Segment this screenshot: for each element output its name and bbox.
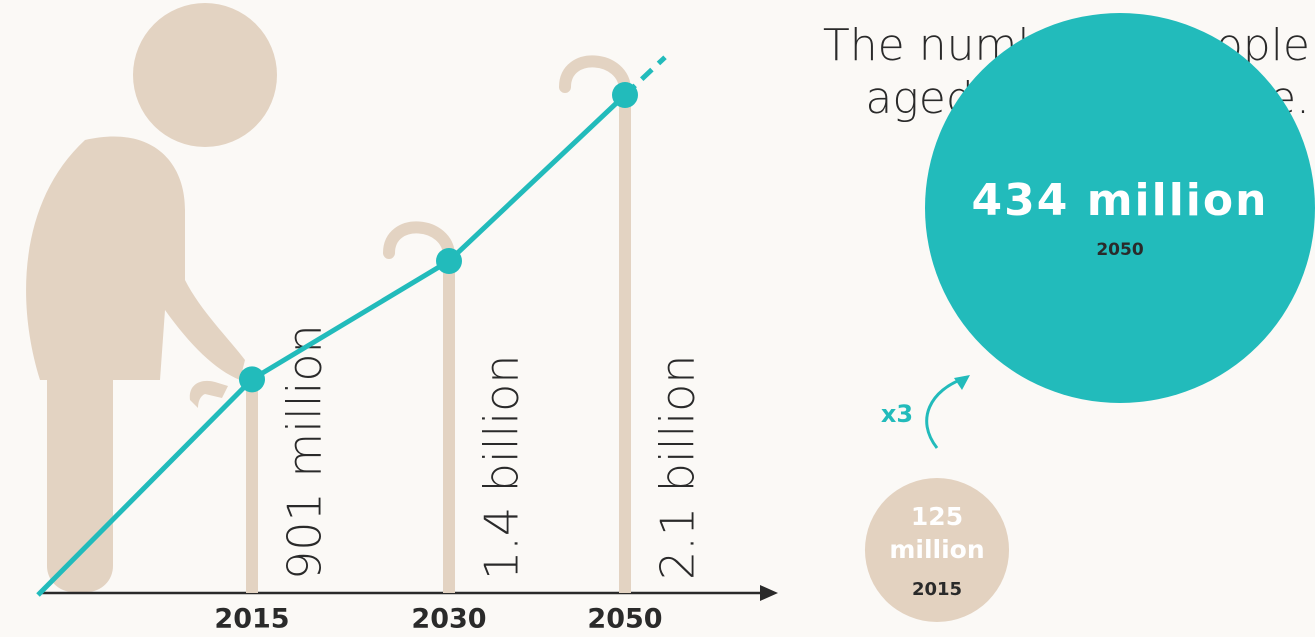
bubble-value: 434 million [972,175,1269,226]
cane [619,95,631,593]
bubble-year: 2015 [912,579,962,600]
value-label: 1.4 billion [475,355,529,580]
point [239,366,265,392]
cane [443,261,455,593]
bubble-value-line: million [889,535,984,564]
person-figure [26,3,277,592]
x-tick-label: 2015 [214,604,289,635]
point [436,248,462,274]
value-label: 901 million [278,324,332,580]
x-tick-label: 2030 [411,604,486,635]
value-label: 2.1 billion [651,355,705,580]
infographic: The number of people aged 80+ will tripl… [0,0,1315,637]
cane [246,379,258,593]
point [612,82,638,108]
x-tick-label: 2050 [587,604,662,635]
bubble-year: 2050 [1096,240,1143,260]
x-axis-arrow [760,585,778,601]
growth-arrow [927,378,965,448]
multiplier: x3 [881,400,913,428]
bubble-value-line: 125 [911,502,963,531]
